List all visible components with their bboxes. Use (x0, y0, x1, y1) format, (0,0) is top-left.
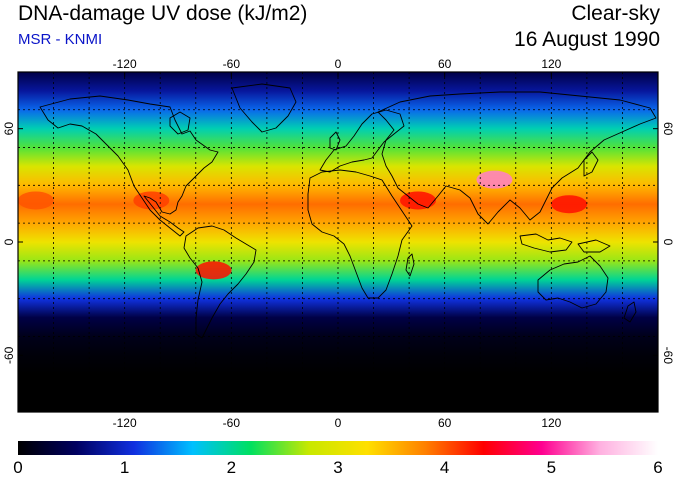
colorbar-tick-label: 2 (226, 458, 237, 477)
colorbar-tick-label: 0 (13, 458, 23, 477)
credit-label: MSR - KNMI (18, 31, 103, 48)
lon-tick-label: 0 (335, 416, 342, 430)
colorbar-tick-label: 4 (439, 458, 450, 477)
coastline-britain (329, 131, 341, 151)
coastline-australia (537, 255, 609, 309)
colorbar-tick-label: 5 (546, 458, 557, 477)
axis-ticks (18, 72, 658, 412)
axis-labels: -120 -120 -60 -60 0 0 60 60 120 120 60 60 0 0 -60 -60 (2, 57, 675, 430)
lon-tick-label: -120 (113, 416, 137, 430)
coastline-africa (307, 169, 413, 299)
hotspot-layer (18, 170, 588, 280)
lon-tick-label: 120 (541, 57, 561, 71)
coastline-south-america (183, 225, 257, 339)
coastline-layer (18, 83, 658, 399)
sky-condition-label: Clear-sky (571, 2, 660, 25)
coastline-antarctica (18, 391, 658, 399)
coastline-new-zealand (623, 301, 637, 323)
lat-tick-label-left: 0 (2, 238, 16, 245)
hotspot (195, 261, 232, 280)
hotspot (551, 195, 588, 214)
lon-tick-label: -120 (113, 57, 137, 71)
coastline-indonesia (519, 233, 573, 253)
lat-tick-label-right: 0 (661, 239, 675, 246)
coastline-north-america (39, 95, 219, 237)
lon-tick-label: 120 (541, 416, 561, 430)
colorbar-tick-label: 1 (119, 458, 130, 477)
coastline-asia (377, 91, 657, 225)
lat-tick-label-right: -60 (661, 347, 675, 365)
graticule (18, 72, 658, 412)
hotspot (133, 191, 170, 210)
lat-tick-label-right: 60 (661, 122, 675, 136)
hotspot (18, 191, 54, 210)
date-label: 16 August 1990 (514, 28, 660, 51)
colorbar-tick-label: 6 (653, 458, 663, 477)
coastline-japan (583, 151, 599, 177)
coastline-europe (319, 109, 405, 173)
map-title: DNA-damage UV dose (kJ/m2) (18, 2, 308, 25)
lon-tick-label: 60 (438, 57, 452, 71)
hotspot (476, 170, 513, 189)
lat-tick-label-left: -60 (2, 346, 16, 364)
lon-tick-label: 0 (335, 57, 342, 71)
colorbar (18, 441, 658, 455)
coastline-madagascar (405, 253, 415, 277)
lon-tick-label: -60 (223, 57, 241, 71)
coastline-hudson-bay (169, 111, 191, 135)
lon-tick-label: -60 (223, 416, 241, 430)
lat-tick-label-left: 60 (2, 122, 16, 136)
coastline-greenland (231, 83, 297, 133)
hotspot (400, 191, 436, 210)
colorbar-tick-label: 3 (333, 458, 343, 477)
coastline-new-guinea (577, 239, 611, 253)
lon-tick-label: 60 (438, 416, 452, 430)
